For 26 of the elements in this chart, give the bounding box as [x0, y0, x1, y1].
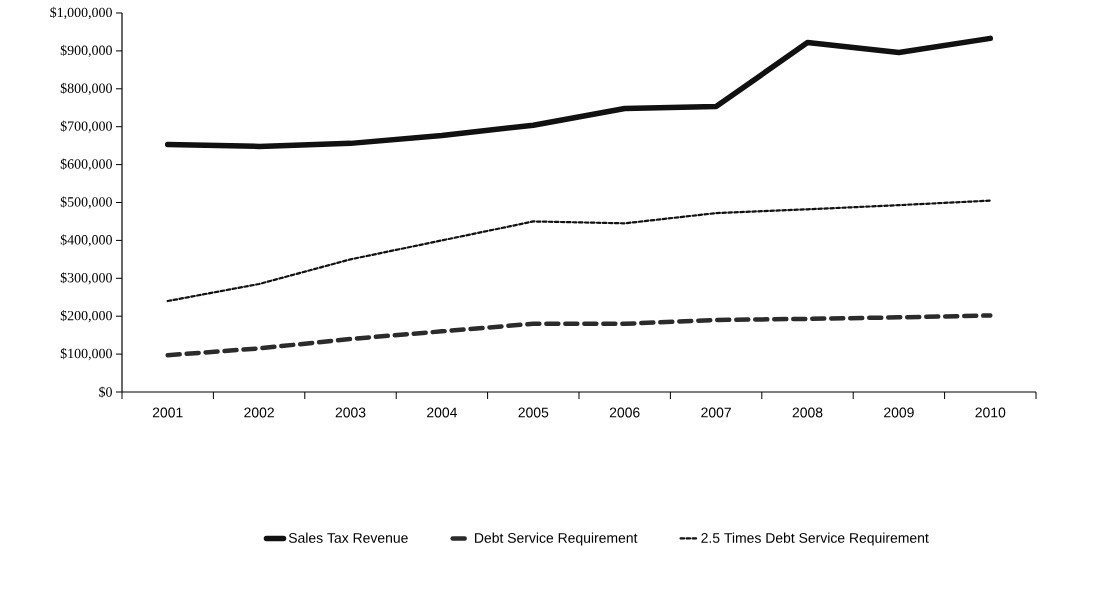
- x-tick-label: 2001: [152, 407, 183, 418]
- y-tick-label: $800,000: [60, 82, 112, 95]
- x-tick-label: 2002: [244, 407, 274, 418]
- x-tick-label: 2004: [427, 407, 457, 418]
- x-tick-label: 2008: [792, 407, 823, 418]
- x-tick-label: 2010: [975, 407, 1006, 418]
- legend-label: 2.5 Times Debt Service Requirement: [701, 532, 929, 546]
- x-tick-label: 2005: [518, 407, 549, 418]
- y-tick-label: $600,000: [60, 158, 112, 171]
- line-series: [166, 199, 992, 303]
- legend-label: Debt Service Requirement: [475, 532, 638, 546]
- x-tick-label: 2006: [609, 407, 640, 418]
- y-tick-label: $100,000: [60, 347, 112, 361]
- x-tick-label: 2009: [884, 407, 914, 418]
- y-tick-label: $0: [99, 386, 112, 398]
- y-tick-label: $1,000,000: [50, 6, 112, 20]
- line-series: [165, 313, 993, 358]
- y-tick-label: $300,000: [60, 272, 112, 285]
- y-tick-label: $700,000: [60, 120, 112, 133]
- x-tick-label: 2007: [701, 407, 731, 418]
- y-tick-label: $200,000: [60, 310, 112, 323]
- y-tick-label: $500,000: [60, 196, 112, 209]
- y-tick-label: $900,000: [60, 44, 112, 58]
- y-tick-label: $400,000: [60, 234, 112, 247]
- legend-label: Sales Tax Revenue: [288, 532, 408, 543]
- x-tick-label: 2003: [335, 407, 366, 418]
